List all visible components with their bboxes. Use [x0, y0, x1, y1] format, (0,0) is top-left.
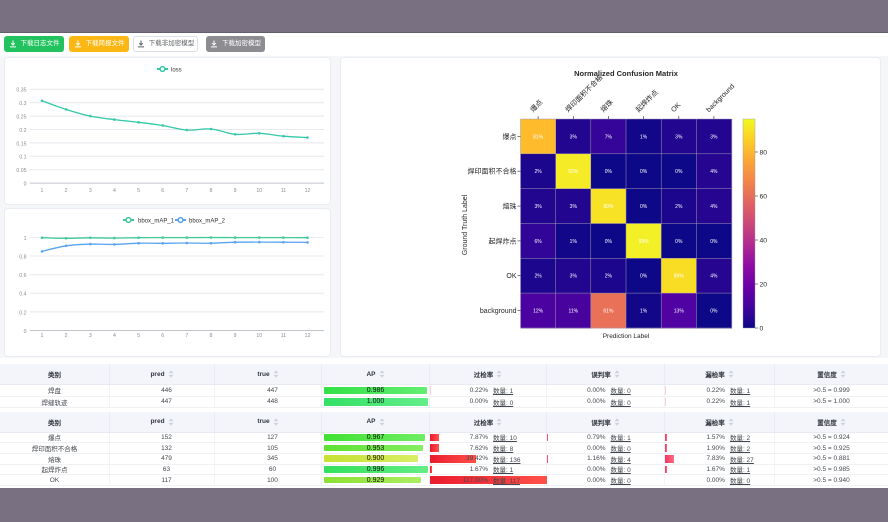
- svg-text:7: 7: [185, 333, 188, 339]
- svg-text:bbox_mAP_1: bbox_mAP_1: [138, 219, 175, 225]
- svg-text:1: 1: [41, 188, 44, 194]
- svg-text:0%: 0%: [640, 274, 648, 280]
- svg-text:0.1: 0.1: [19, 155, 26, 161]
- svg-text:0.8: 0.8: [19, 254, 26, 260]
- svg-text:61%: 61%: [603, 309, 614, 315]
- svg-text:0%: 0%: [675, 169, 683, 175]
- svg-text:3: 3: [89, 333, 92, 339]
- svg-text:爆点: 爆点: [528, 98, 544, 114]
- svg-text:3%: 3%: [570, 204, 578, 210]
- svg-text:起焊炸点: 起焊炸点: [634, 88, 660, 114]
- svg-text:焊印面积不合格: 焊印面积不合格: [563, 73, 604, 114]
- svg-text:4: 4: [113, 333, 116, 339]
- svg-text:2: 2: [65, 333, 68, 339]
- svg-text:3%: 3%: [570, 274, 578, 280]
- svg-text:Normalized Confusion Matrix: Normalized Confusion Matrix: [574, 69, 679, 78]
- svg-text:0.05: 0.05: [16, 168, 26, 174]
- svg-text:10: 10: [256, 333, 262, 339]
- svg-text:11: 11: [281, 333, 286, 339]
- svg-text:3: 3: [89, 188, 92, 194]
- svg-text:60: 60: [760, 193, 768, 200]
- svg-text:熔珠: 熔珠: [503, 202, 517, 211]
- svg-text:2%: 2%: [534, 169, 542, 175]
- svg-text:0.35: 0.35: [16, 88, 26, 94]
- svg-text:81%: 81%: [533, 134, 544, 140]
- svg-text:焊印面积不合格: 焊印面积不合格: [468, 167, 517, 176]
- svg-text:1%: 1%: [640, 309, 648, 315]
- svg-text:9: 9: [234, 333, 237, 339]
- svg-text:0%: 0%: [640, 204, 648, 210]
- svg-text:93%: 93%: [639, 239, 650, 245]
- svg-text:0.2: 0.2: [19, 310, 26, 316]
- svg-text:0.3: 0.3: [19, 101, 26, 107]
- svg-text:0%: 0%: [605, 169, 613, 175]
- svg-text:8: 8: [210, 188, 213, 194]
- svg-text:1%: 1%: [570, 239, 578, 245]
- svg-text:OK: OK: [506, 273, 516, 280]
- svg-text:0.4: 0.4: [19, 292, 26, 298]
- svg-text:4%: 4%: [710, 169, 718, 175]
- svg-text:0%: 0%: [675, 239, 683, 245]
- svg-text:89%: 89%: [674, 274, 685, 280]
- svg-text:background: background: [705, 83, 736, 114]
- svg-text:9: 9: [234, 188, 237, 194]
- svg-text:5: 5: [137, 333, 140, 339]
- svg-text:OK: OK: [670, 102, 682, 114]
- svg-text:12: 12: [305, 333, 311, 339]
- svg-text:5: 5: [137, 188, 140, 194]
- svg-text:2%: 2%: [605, 274, 613, 280]
- svg-text:4%: 4%: [710, 274, 718, 280]
- svg-text:bbox_mAP_2: bbox_mAP_2: [189, 219, 226, 225]
- svg-text:0%: 0%: [710, 309, 718, 315]
- svg-text:3%: 3%: [710, 134, 718, 140]
- svg-text:0.25: 0.25: [16, 115, 26, 121]
- svg-text:爆点: 爆点: [503, 132, 517, 141]
- svg-text:2%: 2%: [675, 204, 683, 210]
- svg-text:0.2: 0.2: [19, 128, 26, 134]
- svg-text:3%: 3%: [534, 204, 542, 210]
- svg-text:80: 80: [760, 149, 768, 156]
- svg-text:Ground Truth Label: Ground Truth Label: [462, 194, 469, 255]
- svg-text:background: background: [480, 308, 517, 315]
- svg-text:3%: 3%: [675, 134, 683, 140]
- svg-text:0: 0: [24, 329, 27, 335]
- svg-text:4: 4: [113, 188, 116, 194]
- svg-text:7%: 7%: [605, 134, 613, 140]
- svg-text:40: 40: [760, 237, 768, 244]
- svg-text:0: 0: [760, 325, 764, 332]
- svg-text:0%: 0%: [640, 169, 648, 175]
- svg-text:12%: 12%: [533, 309, 544, 315]
- svg-text:10: 10: [256, 188, 262, 194]
- svg-text:1: 1: [24, 236, 27, 242]
- svg-text:0: 0: [24, 182, 27, 188]
- svg-text:1: 1: [41, 333, 44, 339]
- svg-text:0%: 0%: [605, 239, 613, 245]
- svg-text:熔珠: 熔珠: [598, 98, 614, 114]
- svg-text:11: 11: [281, 188, 286, 194]
- svg-text:Prediction Label: Prediction Label: [603, 333, 650, 340]
- svg-text:20: 20: [760, 281, 768, 288]
- svg-text:92%: 92%: [568, 169, 579, 175]
- svg-text:6: 6: [161, 188, 164, 194]
- svg-text:loss: loss: [171, 68, 182, 74]
- svg-text:1%: 1%: [640, 134, 648, 140]
- svg-text:13%: 13%: [674, 309, 685, 315]
- svg-text:6: 6: [161, 333, 164, 339]
- svg-text:0.15: 0.15: [16, 141, 26, 147]
- svg-text:3%: 3%: [570, 134, 578, 140]
- svg-text:0.6: 0.6: [19, 273, 26, 279]
- svg-text:0%: 0%: [710, 239, 718, 245]
- svg-text:4%: 4%: [710, 204, 718, 210]
- svg-text:12: 12: [305, 188, 311, 194]
- svg-text:90%: 90%: [603, 204, 614, 210]
- svg-text:6%: 6%: [534, 239, 542, 245]
- svg-text:2%: 2%: [534, 274, 542, 280]
- svg-text:起焊炸点: 起焊炸点: [489, 236, 517, 245]
- svg-text:2: 2: [65, 188, 68, 194]
- svg-text:7: 7: [185, 188, 188, 194]
- svg-text:8: 8: [210, 333, 213, 339]
- svg-text:11%: 11%: [568, 309, 578, 315]
